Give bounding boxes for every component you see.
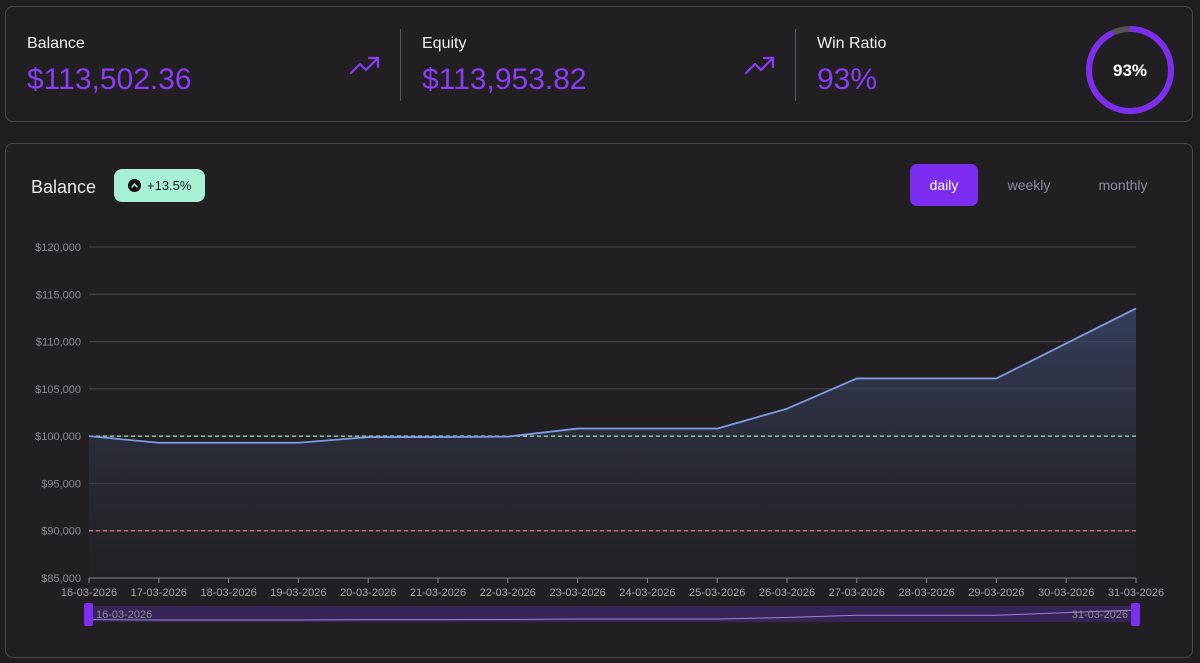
x-tick-label: 27-03-2026 — [829, 587, 885, 599]
range-slider-start-handle[interactable] — [84, 603, 93, 626]
change-badge-label: +13.5% — [147, 178, 192, 193]
x-tick-label: 26-03-2026 — [759, 587, 815, 599]
x-tick-label: 23-03-2026 — [549, 587, 605, 599]
x-tick-label: 18-03-2026 — [200, 587, 256, 599]
period-monthly-button[interactable]: monthly — [1098, 177, 1148, 193]
range-slider-end-handle[interactable] — [1131, 603, 1140, 626]
x-tick-label: 16-03-2026 — [61, 587, 117, 599]
balance-line — [88, 307, 1137, 444]
balance-label: Balance — [27, 35, 85, 52]
trending-up-icon — [349, 56, 380, 75]
range-slider-start-label: 16-03-2026 — [96, 609, 152, 621]
y-tick-label: $100,000 — [35, 431, 81, 443]
y-tick-label: $115,000 — [36, 289, 81, 301]
balance-area — [89, 308, 1136, 578]
range-slider-end-label: 31-03-2026 — [1072, 609, 1128, 621]
change-badge: +13.5% — [114, 169, 206, 202]
y-tick-label: $90,000 — [41, 526, 81, 538]
y-tick-label: $95,000 — [41, 478, 81, 490]
chart-title: Balance — [31, 177, 97, 197]
stat-divider — [400, 29, 401, 101]
y-tick-label: $120,000 — [35, 242, 81, 254]
period-weekly-button[interactable]: weekly — [1007, 177, 1051, 193]
x-tick-label: 17-03-2026 — [131, 587, 187, 599]
x-tick-label: 30-03-2026 — [1038, 587, 1094, 599]
x-tick-label: 20-03-2026 — [340, 587, 396, 599]
x-tick-label: 29-03-2026 — [968, 587, 1024, 599]
win-ratio-label: Win Ratio — [817, 35, 887, 52]
range-slider-track — [89, 606, 1136, 622]
win-ratio-ring: 93% — [1086, 26, 1174, 114]
y-tick-label: $110,000 — [36, 337, 81, 349]
stat-divider — [795, 29, 796, 101]
x-tick-label: 22-03-2026 — [480, 587, 536, 599]
period-daily-button[interactable]: daily — [910, 164, 978, 206]
equity-value: $113,953.82 — [422, 63, 587, 96]
ring-progress — [1086, 26, 1174, 114]
x-tick-label: 31-03-2026 — [1108, 587, 1164, 599]
ring-label: 93% — [1113, 61, 1147, 80]
equity-label: Equity — [422, 35, 467, 52]
win-ratio-value: 93% — [817, 63, 878, 96]
balance-value: $113,502.36 — [27, 63, 192, 96]
x-tick-label: 28-03-2026 — [898, 587, 954, 599]
stats-panel: Balance $113,502.36 Equity $113,953.82 W… — [5, 6, 1193, 122]
y-tick-label: $105,000 — [35, 384, 81, 396]
trending-up-icon — [744, 56, 775, 75]
x-tick-label: 24-03-2026 — [619, 587, 675, 599]
x-tick-label: 25-03-2026 — [689, 587, 745, 599]
chevron-up-icon — [128, 179, 141, 192]
y-tick-label: $85,000 — [41, 573, 81, 585]
x-tick-label: 21-03-2026 — [410, 587, 466, 599]
range-slider-mini-line — [88, 609, 1137, 621]
x-tick-label: 19-03-2026 — [270, 587, 326, 599]
